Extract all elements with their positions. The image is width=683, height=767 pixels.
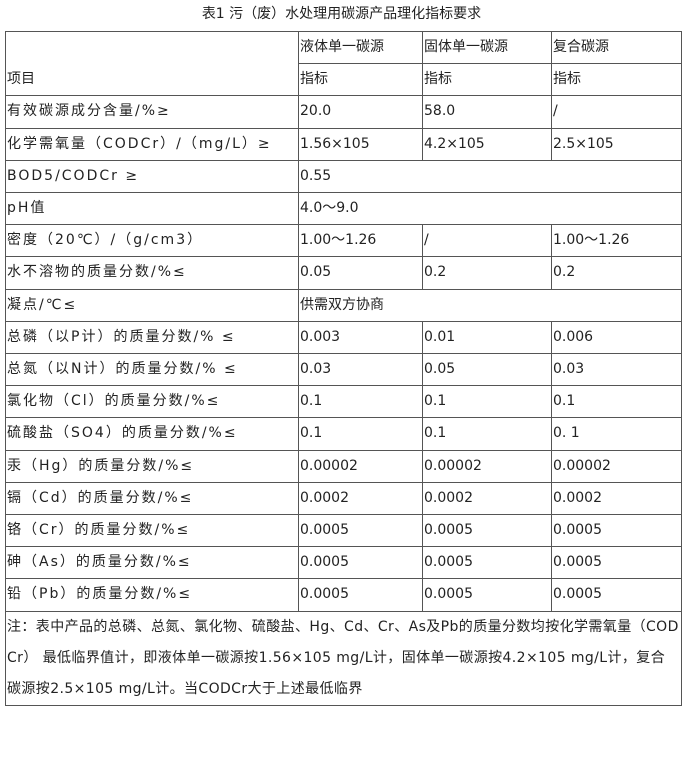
table-cell: 2.5×105 [551,127,682,161]
table-cell: 凝点/℃≤ [5,288,299,322]
table-row: 有效碳源成分含量/%≥ 20.0 58.0/ [5,95,682,129]
header-cell: 液体单一碳源 [298,30,423,65]
table-cell: 0.0005 [422,546,552,580]
table-cell: 铬（Cr）的质量分数/%≤ [5,514,299,548]
table-cell: 20.0 [298,95,423,129]
table-row: 化学需氧量（CODCr）/（mg/L）≥ 1.56×105 4.2×105 2.5×1… [5,127,682,161]
table-cell: 0.0005 [551,514,682,548]
table-row: BOD5/CODCr ≥0.55 [5,159,682,194]
table-row: 镉（Cd）的质量分数/%≤ 0.0002 0.0002 0.0002 [5,481,682,516]
table-cell: 0.03 [551,353,682,387]
table-cell: 0.00002 [422,449,552,483]
table-cell: 氯化物（Cl）的质量分数/%≤ [5,385,299,419]
header-row: 指标 指标 指标 [6,63,682,97]
table-cell: 0.0005 [422,578,552,612]
table-cell: 有效碳源成分含量/%≥ [5,95,299,129]
header-cell: 指标 [551,63,682,97]
table-cell: 0.0005 [298,546,423,580]
table-cell: 密度（20℃）/（g/cm3） [5,224,299,258]
table-title: 表1 污（废）水处理用碳源产品理化指标要求 [201,6,482,22]
table-cell: 0.1 [298,417,423,451]
table-row: 密度（20℃）/（g/cm3） 1.00～1.26/1.00～1.26 [5,224,682,258]
table-cell: 0.2 [422,256,552,290]
table-cell: 0.05 [422,353,552,387]
table-row: 汞（Hg）的质量分数/%≤ 0.00002 0.00002 0.00002 [5,449,682,483]
note-row: 注：表中产品的总磷、总氮、氯化物、硫酸盐、Hg、Cd、Cr、As及Pb的质量分数… [5,610,682,706]
table-cell: 0.2 [551,256,682,290]
table-cell: 汞（Hg）的质量分数/%≤ [5,449,299,483]
table-cell: 0.05 [298,256,423,290]
header-row: 项目 液体单一碳源 固体单一碳源 复合碳源 [5,30,682,97]
table-cell: 0.0002 [422,481,552,516]
header-cell: 固体单一碳源 [422,30,552,65]
table-cell: 0.01 [422,320,552,355]
spec-table: 项目 液体单一碳源 固体单一碳源 复合碳源 指标 指标 指标 有效碳源成分含量/%≥ 20.0 5… [5,30,682,706]
table-cell: 水不溶物的质量分数/%≤ [5,256,299,290]
table-cell: 0.0005 [422,514,552,548]
header-cell: 复合碳源 [551,30,682,65]
table-row: 硫酸盐（SO4）的质量分数/%≤ 0.1 0.1 0. 1 [5,417,682,451]
table-row: 水不溶物的质量分数/%≤ 0.05 0.2 0.2 [5,256,682,290]
table-row: 总磷（以P计）的质量分数/% ≤0.003 0.01 0.006 [5,320,682,355]
note-cell: 注：表中产品的总磷、总氮、氯化物、硫酸盐、Hg、Cd、Cr、As及Pb的质量分数… [5,610,682,706]
table-cell: 0.0005 [298,578,423,612]
table-cell: 镉（Cd）的质量分数/%≤ [5,481,299,516]
table-cell: 0.0005 [551,546,682,580]
table-cell: 0.0005 [298,514,423,548]
table-row: 凝点/℃≤ 供需双方协商 [5,288,682,322]
table-cell: 0.003 [298,320,423,355]
table-cell: 1.00～1.26 [298,224,423,258]
header-cell: 指标 [298,63,423,97]
table-cell: 1.00～1.26 [551,224,682,258]
table-cell: 0. 1 [551,417,682,451]
table-cell: 0.00002 [298,449,423,483]
table-cell: 1.56×105 [298,127,423,161]
table-cell: 总磷（以P计）的质量分数/% ≤ [5,320,299,355]
table-row: pH值 4.0～9.0 [5,192,682,226]
table-cell: 0.03 [298,353,423,387]
table-cell: 0.1 [551,385,682,419]
table-cell: 0.00002 [551,449,682,483]
table-cell: 供需双方协商 [298,288,682,322]
table-cell: 砷（As）的质量分数/%≤ [5,546,299,580]
table-cell: pH值 [5,192,299,226]
table-cell: 化学需氧量（CODCr）/（mg/L）≥ [5,127,299,161]
table-cell: 0.1 [298,385,423,419]
table-row: 氯化物（Cl）的质量分数/%≤ 0.1 0.1 0.1 [5,385,682,419]
table-row: 砷（As）的质量分数/%≤ 0.0005 0.0005 0.0005 [5,546,682,580]
table-row: 总氮（以N计）的质量分数/% ≤0.03 0.05 0.03 [5,353,682,387]
table-cell: 0.0002 [298,481,423,516]
table-cell: BOD5/CODCr ≥ [5,159,299,194]
table-cell: 0.55 [298,159,682,194]
table-cell: 0.1 [422,385,552,419]
table-cell: 0.006 [551,320,682,355]
table-row: 铬（Cr）的质量分数/%≤ 0.0005 0.0005 0.0005 [5,514,682,548]
table-cell: 铅（Pb）的质量分数/%≤ [5,578,299,612]
table-cell: 硫酸盐（SO4）的质量分数/%≤ [5,417,299,451]
header-cell: 项目 [5,30,299,97]
table-cell: 总氮（以N计）的质量分数/% ≤ [5,353,299,387]
table-cell: 58.0 [422,95,552,129]
table-cell: / [551,95,682,129]
table-cell: 0.0005 [551,578,682,612]
table-cell: 4.0～9.0 [298,192,682,226]
table-cell: 0.1 [422,417,552,451]
table-cell: / [422,224,552,258]
table-cell: 4.2×105 [422,127,552,161]
table-row: 铅（Pb）的质量分数/%≤ 0.0005 0.0005 0.0005 [5,578,682,612]
table-cell: 0.0002 [551,481,682,516]
header-cell: 指标 [422,63,552,97]
